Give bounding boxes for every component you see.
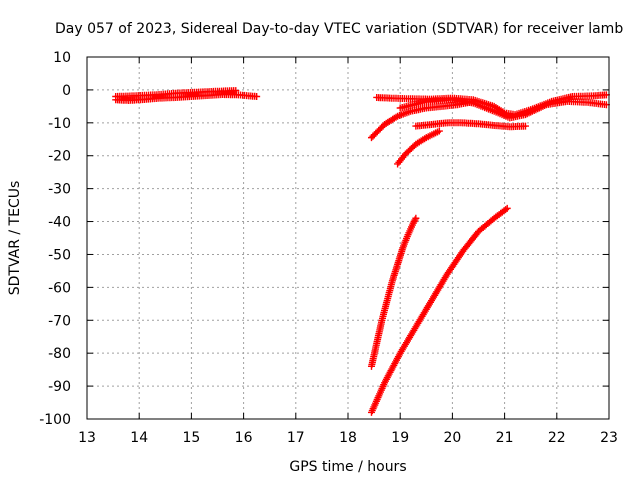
y-tick-label: -20 bbox=[48, 149, 71, 165]
series-track bbox=[368, 206, 510, 415]
x-axis-label: GPS time / hours bbox=[289, 459, 406, 475]
x-tick-label: 15 bbox=[182, 430, 200, 446]
x-tick-label: 14 bbox=[130, 430, 148, 446]
axis-ticks: 13 14 15 16 17 18 19 20 21 22 23 10 0 -10 -20 -30 -40 -50… bbox=[39, 50, 618, 446]
y-tick-label: -30 bbox=[48, 182, 71, 198]
chart-title: Day 057 of 2023, Sidereal Day-to-day VTE… bbox=[55, 21, 623, 37]
y-tick-label: -90 bbox=[48, 379, 71, 395]
data-series bbox=[394, 127, 443, 168]
y-tick-label: 10 bbox=[53, 50, 71, 66]
data-series bbox=[367, 97, 477, 142]
y-tick-label: -60 bbox=[48, 280, 71, 296]
x-tick-label: 13 bbox=[78, 430, 96, 446]
y-axis-label: SDTVAR / TECUs bbox=[7, 181, 23, 296]
y-tick-label: -50 bbox=[48, 247, 71, 263]
x-tick-label: 18 bbox=[339, 430, 357, 446]
x-tick-label: 19 bbox=[391, 430, 409, 446]
x-tick-label: 17 bbox=[287, 430, 305, 446]
y-tick-label: -100 bbox=[39, 412, 71, 428]
series-track bbox=[414, 119, 527, 131]
x-tick-label: 16 bbox=[235, 430, 253, 446]
data-series bbox=[112, 87, 240, 100]
series-track bbox=[368, 216, 419, 368]
data-series bbox=[367, 214, 420, 370]
y-tick-label: -10 bbox=[48, 116, 71, 132]
data-points bbox=[112, 87, 610, 416]
y-tick-label: -40 bbox=[48, 215, 71, 231]
data-series bbox=[412, 119, 529, 131]
y-tick-label: 0 bbox=[62, 83, 71, 99]
data-series bbox=[367, 204, 511, 416]
series-track bbox=[114, 87, 238, 100]
data-series bbox=[373, 91, 610, 119]
x-tick-label: 22 bbox=[548, 430, 566, 446]
x-tick-label: 21 bbox=[496, 430, 514, 446]
y-tick-label: -80 bbox=[48, 346, 71, 362]
x-tick-label: 23 bbox=[600, 430, 618, 446]
x-tick-label: 20 bbox=[443, 430, 461, 446]
series-track bbox=[369, 98, 475, 140]
y-tick-label: -70 bbox=[48, 313, 71, 329]
series-track bbox=[395, 128, 441, 166]
